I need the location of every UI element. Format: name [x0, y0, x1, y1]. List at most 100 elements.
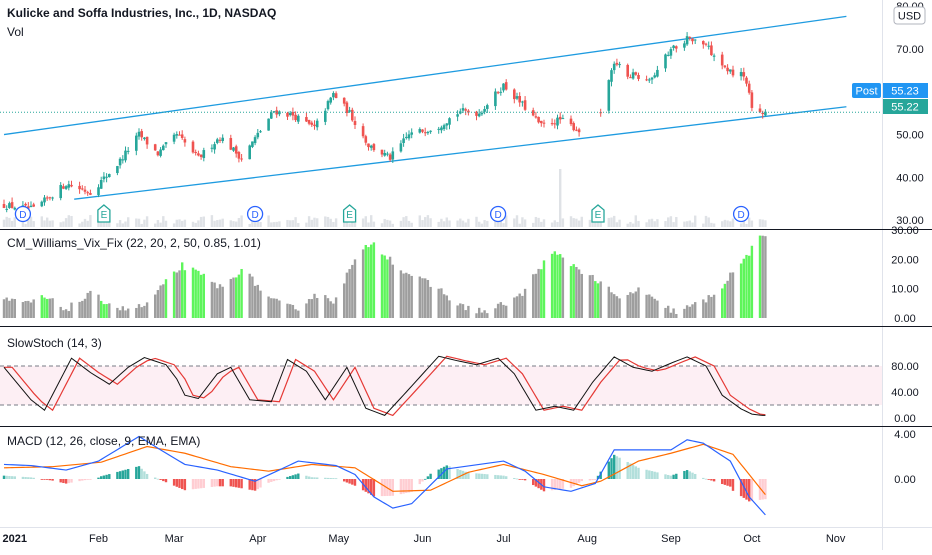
macd-histogram-bar — [723, 479, 727, 485]
volume-bar — [229, 220, 232, 227]
candle-body — [137, 131, 141, 137]
vix-bar — [70, 302, 73, 318]
macd-histogram-bar — [59, 479, 62, 483]
macd-histogram-bar — [745, 479, 748, 500]
candle-body — [637, 74, 640, 79]
earnings-marker-label: E — [595, 210, 602, 221]
dividend-marker[interactable]: D — [246, 205, 264, 223]
volume-bar — [540, 221, 543, 227]
stoch-k-line — [3, 355, 766, 416]
candle-body — [518, 96, 521, 103]
candle-body — [313, 124, 316, 127]
candle-body — [256, 132, 260, 138]
macd-histogram-bar — [502, 475, 505, 479]
dividend-marker-label: D — [494, 210, 501, 221]
macd-histogram-bar — [2, 475, 6, 479]
candle-body — [202, 150, 206, 159]
volume-bar — [421, 220, 424, 227]
dividend-marker[interactable]: D — [14, 205, 32, 223]
macd-histogram-bar — [591, 479, 594, 481]
vix-bar — [540, 269, 543, 318]
vix-bar — [758, 235, 762, 318]
candle-body — [2, 204, 6, 208]
vix-bar — [459, 303, 462, 318]
candle-body — [399, 143, 403, 152]
macd-histogram-bar — [407, 479, 411, 493]
candle-body — [175, 134, 179, 136]
candle-body — [720, 54, 724, 66]
macd-histogram-bar — [353, 479, 357, 486]
candle-body — [183, 139, 187, 143]
vix-bar — [213, 282, 216, 318]
vix-bar — [421, 278, 424, 318]
macd-histogram-bar — [437, 469, 440, 479]
post-price-badge — [883, 83, 928, 98]
macd-histogram-bar — [183, 479, 187, 491]
macd-histogram-bar — [426, 476, 430, 479]
vix-bar — [729, 272, 732, 318]
price-tick-label: 70.00 — [896, 44, 924, 56]
macd-histogram-bar — [418, 479, 421, 485]
volume-bar — [256, 218, 259, 227]
price-channel[interactable] — [3, 15, 847, 200]
macd-histogram-bar — [154, 477, 157, 479]
earnings-marker[interactable]: E — [342, 204, 357, 223]
candle-body — [634, 72, 638, 75]
candle-body — [197, 153, 200, 156]
volume-bar — [156, 220, 160, 227]
currency-label: USD — [898, 11, 921, 23]
volume-bar — [656, 219, 659, 227]
time-axis-label: Jun — [414, 533, 432, 545]
vix-bar — [618, 298, 621, 318]
macd-histogram-bar — [345, 479, 349, 483]
vix-bar — [145, 302, 149, 318]
volume-bar — [723, 219, 727, 227]
vix-bar — [731, 272, 735, 318]
vix-bar — [86, 292, 89, 318]
macd-histogram-bar — [467, 472, 470, 479]
candle-body — [440, 127, 443, 131]
post-badge-label: Post — [855, 86, 877, 98]
macd-histogram-bar — [486, 474, 489, 479]
candle-body — [426, 131, 430, 134]
vix-bar — [391, 264, 394, 318]
vix-bar — [156, 290, 160, 318]
macd-histogram-bar — [656, 472, 659, 479]
candle-body — [645, 79, 648, 81]
volume-bar — [159, 222, 162, 227]
candle-body — [561, 118, 565, 120]
post-badge[interactable] — [852, 83, 881, 98]
dividend-marker[interactable]: D — [489, 205, 507, 223]
dividend-marker-label: D — [737, 210, 744, 221]
earnings-marker[interactable]: E — [591, 204, 605, 223]
vix-bar — [494, 308, 497, 318]
vix-bar — [445, 295, 448, 318]
macd-histogram-bar — [615, 456, 619, 479]
macd-histogram-bar — [550, 479, 554, 491]
candle-body — [464, 109, 467, 111]
volume-bar — [89, 215, 92, 227]
macd-histogram-bar — [653, 471, 656, 479]
candle-body — [159, 149, 162, 156]
macd-histogram-bar — [137, 466, 141, 479]
candle-body — [475, 111, 478, 116]
vix-bar — [326, 298, 330, 318]
earnings-marker[interactable]: E — [97, 204, 111, 223]
macd-histogram-bar — [523, 479, 527, 481]
vix-bar — [580, 273, 583, 318]
macd-histogram-bar — [307, 476, 311, 479]
macd-histogram-bar — [289, 476, 292, 479]
volume-bar — [523, 219, 527, 227]
candle-body — [742, 72, 746, 77]
macd-histogram-bar — [629, 463, 632, 479]
volume-bar — [145, 216, 149, 227]
macd-histogram-bar — [70, 479, 73, 483]
currency-badge[interactable] — [893, 6, 926, 25]
macd-histogram-bar — [424, 478, 427, 480]
dividend-marker[interactable]: D — [732, 205, 750, 223]
vix-bar — [294, 309, 297, 318]
candle-body — [388, 154, 392, 160]
